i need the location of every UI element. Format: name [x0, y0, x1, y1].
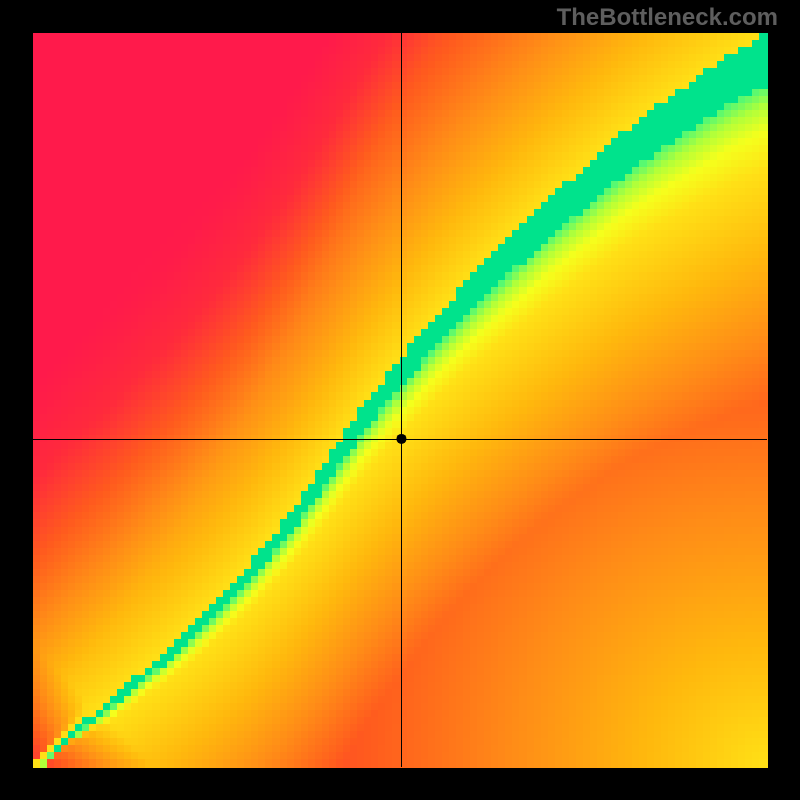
watermark-text: TheBottleneck.com — [557, 4, 778, 32]
chart-container: { "watermark": { "text": "TheBottleneck.… — [0, 0, 800, 800]
crosshair-overlay — [0, 0, 800, 800]
